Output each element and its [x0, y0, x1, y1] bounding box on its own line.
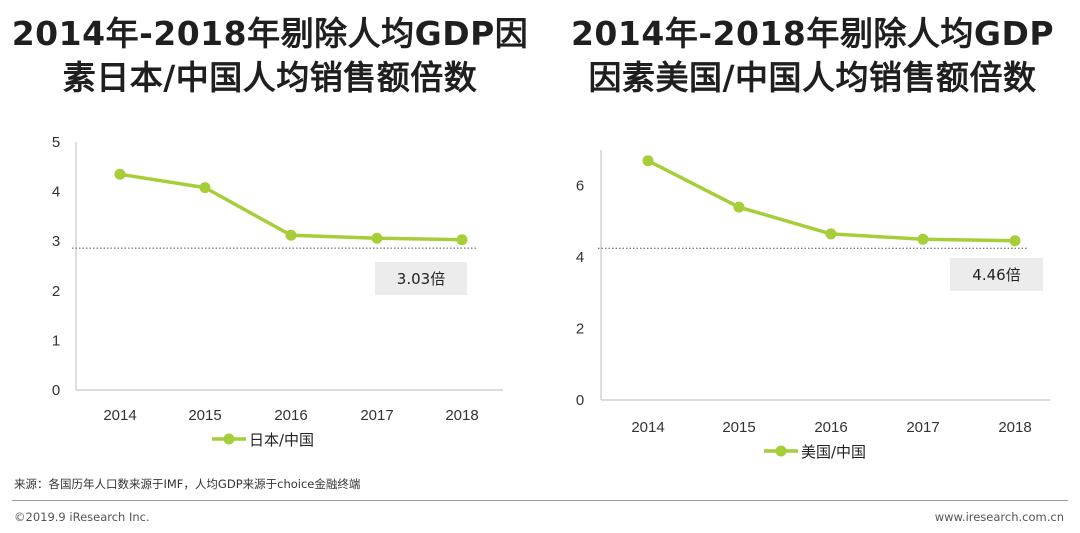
left-y-tick-label: 3 — [52, 233, 60, 250]
right-chart-title-line2: 因素美国/中国人均销售额倍数 — [588, 58, 1037, 97]
right-chart-title: 2014年-2018年剔除人均GDP 因素美国/中国人均销售额倍数 — [545, 12, 1080, 100]
right-callout-box — [950, 258, 1043, 291]
left-chart-title: 2014年-2018年剔除人均GDP因 素日本/中国人均销售额倍数 — [0, 12, 540, 100]
left-chart-title-line2: 素日本/中国人均销售额倍数 — [62, 58, 478, 97]
right-x-tick-label: 2017 — [906, 419, 939, 436]
website-link[interactable]: www.iresearch.com.cn — [934, 510, 1064, 524]
left-y-tick-label: 5 — [52, 134, 60, 151]
left-data-point — [285, 229, 297, 241]
left-x-tick-label: 2014 — [103, 407, 136, 424]
left-x-tick-label: 2018 — [445, 407, 478, 424]
left-callout-box — [375, 262, 467, 295]
right-y-tick-label: 4 — [576, 249, 584, 266]
right-data-point — [825, 228, 837, 240]
right-legend-label: 美国/中国 — [801, 443, 866, 461]
left-x-tick-label: 2017 — [360, 407, 393, 424]
left-data-point — [456, 234, 468, 246]
copyright: ©2019.9 iResearch Inc. — [14, 510, 150, 524]
right-y-tick-label: 2 — [576, 321, 584, 338]
source-note: 来源：各国历年人口数来源于IMF，人均GDP来源于choice金融终端 — [14, 477, 361, 491]
right-x-tick-label: 2014 — [631, 419, 664, 436]
right-callout-label: 4.46倍 — [972, 266, 1020, 284]
footer-divider — [12, 500, 1068, 501]
left-chart-title-line1: 2014年-2018年剔除人均GDP因 — [11, 14, 529, 53]
left-legend-label: 日本/中国 — [249, 431, 314, 449]
left-callout-label: 3.03倍 — [397, 270, 445, 288]
left-y-tick-label: 1 — [52, 332, 60, 349]
right-chart-title-line1: 2014年-2018年剔除人均GDP — [570, 14, 1055, 53]
right-x-tick-label: 2015 — [722, 419, 755, 436]
left-x-tick-label: 2016 — [274, 407, 307, 424]
right-data-point — [1009, 235, 1021, 247]
right-y-tick-label: 6 — [576, 178, 584, 195]
left-x-tick-label: 2015 — [188, 407, 221, 424]
right-x-tick-label: 2016 — [814, 419, 847, 436]
left-data-point — [371, 232, 383, 244]
left-y-tick-label: 4 — [52, 184, 60, 201]
right-data-point — [733, 201, 745, 213]
right-x-tick-label: 2018 — [998, 419, 1031, 436]
right-legend-marker — [775, 445, 787, 457]
left-y-tick-label: 0 — [52, 382, 60, 399]
right-data-point — [642, 155, 654, 167]
left-data-point — [114, 168, 126, 180]
left-y-tick-label: 2 — [52, 283, 60, 300]
left-data-point — [199, 182, 211, 194]
right-y-tick-label: 0 — [576, 392, 584, 409]
left-legend-marker — [223, 433, 235, 445]
right-data-point — [917, 233, 929, 245]
